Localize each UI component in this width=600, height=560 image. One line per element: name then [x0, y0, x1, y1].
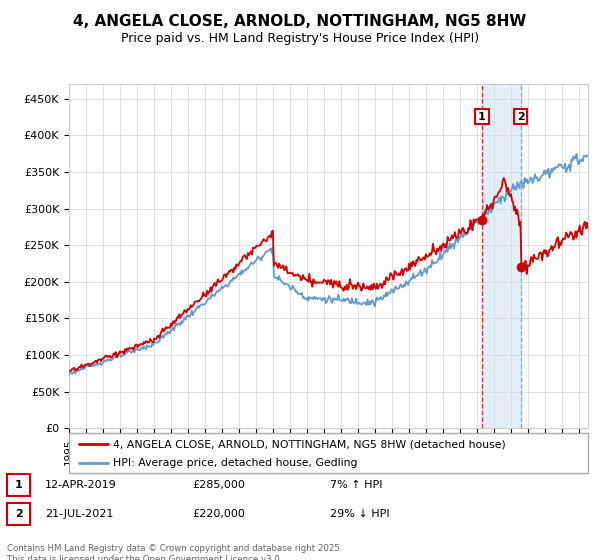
FancyBboxPatch shape — [69, 433, 588, 473]
Text: 1: 1 — [478, 111, 486, 122]
Text: 2: 2 — [15, 509, 22, 519]
Text: £220,000: £220,000 — [192, 509, 245, 519]
Text: 12-APR-2019: 12-APR-2019 — [45, 480, 117, 490]
Text: Price paid vs. HM Land Registry's House Price Index (HPI): Price paid vs. HM Land Registry's House … — [121, 32, 479, 45]
Text: 2: 2 — [517, 111, 524, 122]
Text: £285,000: £285,000 — [192, 480, 245, 490]
Text: 7% ↑ HPI: 7% ↑ HPI — [330, 480, 383, 490]
Text: 4, ANGELA CLOSE, ARNOLD, NOTTINGHAM, NG5 8HW (detached house): 4, ANGELA CLOSE, ARNOLD, NOTTINGHAM, NG5… — [113, 439, 506, 449]
Text: 1: 1 — [15, 480, 22, 490]
Bar — [482, 84, 521, 428]
Text: 21-JUL-2021: 21-JUL-2021 — [45, 509, 113, 519]
Text: 29% ↓ HPI: 29% ↓ HPI — [330, 509, 389, 519]
Text: 4, ANGELA CLOSE, ARNOLD, NOTTINGHAM, NG5 8HW: 4, ANGELA CLOSE, ARNOLD, NOTTINGHAM, NG5… — [73, 14, 527, 29]
Text: HPI: Average price, detached house, Gedling: HPI: Average price, detached house, Gedl… — [113, 458, 358, 468]
Text: Contains HM Land Registry data © Crown copyright and database right 2025.
This d: Contains HM Land Registry data © Crown c… — [7, 544, 343, 560]
